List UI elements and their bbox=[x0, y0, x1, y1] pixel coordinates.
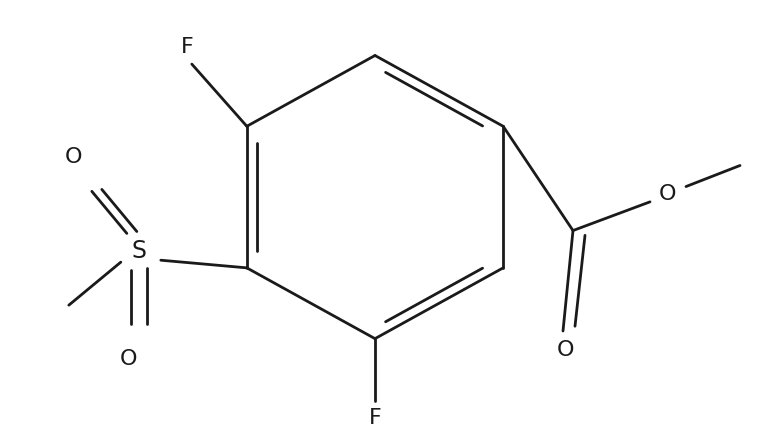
Text: O: O bbox=[556, 340, 573, 360]
Text: O: O bbox=[120, 349, 137, 369]
Text: F: F bbox=[369, 408, 381, 426]
Text: S: S bbox=[131, 239, 147, 263]
Text: O: O bbox=[65, 147, 82, 167]
Text: O: O bbox=[660, 184, 677, 204]
Text: F: F bbox=[181, 37, 193, 57]
